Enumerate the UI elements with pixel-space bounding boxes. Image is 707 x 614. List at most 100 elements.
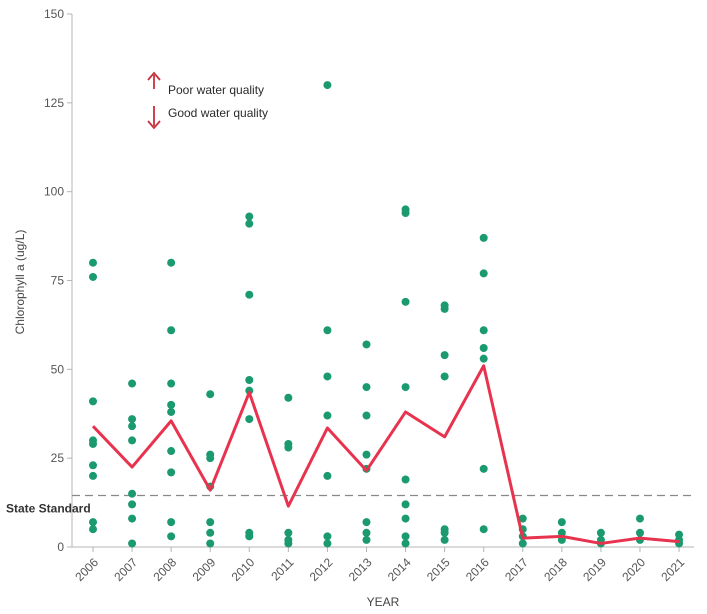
data-point — [479, 354, 488, 363]
data-point — [401, 514, 410, 523]
data-point — [479, 233, 488, 242]
x-tick-label: 2017 — [502, 555, 531, 584]
data-point — [362, 528, 371, 537]
y-axis-title: Chlorophyll a (ug/L) — [13, 230, 27, 335]
data-point — [89, 461, 97, 470]
data-point — [479, 326, 488, 335]
data-point — [167, 518, 176, 527]
data-point — [362, 411, 371, 420]
state-standard-group: State Standard — [6, 494, 694, 515]
data-point — [362, 340, 371, 349]
data-point — [440, 372, 449, 381]
data-point — [557, 528, 566, 537]
y-tick-label: 25 — [51, 451, 65, 465]
data-point — [284, 539, 293, 548]
data-point — [401, 475, 410, 484]
y-tick-label: 0 — [57, 540, 64, 554]
arrow-down-icon — [147, 106, 161, 130]
y-tick-label: 50 — [51, 362, 65, 376]
data-point — [167, 379, 176, 388]
data-point — [89, 525, 97, 534]
data-points — [89, 81, 684, 548]
data-point — [284, 393, 293, 402]
x-tick-label: 2011 — [268, 555, 296, 583]
x-tick-label: 2016 — [463, 555, 492, 584]
data-point — [206, 390, 215, 399]
data-point — [89, 439, 97, 448]
data-point — [479, 269, 488, 278]
data-point — [479, 344, 488, 353]
data-point — [89, 258, 97, 267]
data-point — [635, 514, 644, 523]
data-point — [167, 400, 176, 409]
data-point — [206, 518, 215, 527]
state-standard-label: State Standard — [6, 501, 91, 515]
data-point — [518, 539, 527, 548]
quality-legend: Poor water quality Good water quality — [147, 71, 268, 130]
data-point — [323, 539, 332, 548]
data-point — [518, 514, 527, 523]
data-point — [128, 514, 137, 523]
arrow-up-icon — [147, 71, 161, 89]
data-point — [323, 372, 332, 381]
x-tick-label: 2015 — [424, 555, 453, 584]
median-line-layer — [91, 364, 680, 545]
x-tick-label: 2013 — [346, 555, 375, 584]
data-point — [245, 532, 254, 541]
data-point — [167, 326, 176, 335]
y-tick-label: 75 — [51, 274, 65, 288]
data-point — [245, 212, 254, 221]
data-point — [479, 464, 488, 473]
data-point — [128, 489, 137, 498]
data-point — [323, 471, 332, 480]
data-point — [557, 518, 566, 527]
data-point — [89, 272, 97, 281]
x-tick-label: 2012 — [307, 555, 336, 584]
data-point — [323, 81, 332, 90]
x-tick-label: 2010 — [229, 555, 258, 584]
data-point — [167, 407, 176, 416]
series-line — [91, 364, 680, 545]
data-point — [128, 379, 137, 388]
data-point — [128, 436, 137, 445]
data-point — [362, 518, 371, 527]
data-point — [128, 422, 137, 431]
data-point — [167, 468, 176, 477]
y-tick-label: 125 — [44, 96, 64, 110]
data-point — [440, 304, 449, 313]
data-point — [401, 297, 410, 306]
y-axis: 0 25 50 75 100 125 150 — [44, 7, 73, 554]
x-tick-label: 2020 — [619, 555, 648, 584]
data-point — [284, 528, 293, 537]
x-tick-label: 2006 — [72, 555, 101, 584]
data-point — [401, 383, 410, 392]
data-point — [245, 375, 254, 384]
data-point — [245, 290, 254, 299]
data-point — [128, 539, 137, 548]
data-point — [89, 471, 97, 480]
data-point — [206, 454, 215, 463]
data-point — [362, 535, 371, 544]
data-point — [401, 208, 410, 217]
data-point — [128, 500, 137, 509]
y-tick-label: 150 — [44, 7, 64, 21]
data-point — [206, 528, 215, 537]
x-axis: 2006 2007 2008 2009 2010 2011 2012 2013 2014 2015… — [72, 546, 694, 584]
data-point — [89, 518, 97, 527]
data-point — [440, 528, 449, 537]
x-tick-label: 2009 — [190, 555, 219, 584]
data-point — [362, 383, 371, 392]
data-point — [167, 532, 176, 541]
data-point — [401, 532, 410, 541]
y-tick-label: 100 — [44, 185, 64, 199]
x-tick-label: 2008 — [150, 555, 179, 584]
poor-quality-label: Poor water quality — [168, 83, 264, 97]
data-point — [245, 219, 254, 228]
data-point — [245, 415, 254, 424]
x-tick-label: 2014 — [385, 555, 414, 584]
data-point — [167, 447, 176, 456]
data-point — [440, 351, 449, 360]
data-point — [401, 539, 410, 548]
good-quality-label: Good water quality — [168, 106, 268, 120]
